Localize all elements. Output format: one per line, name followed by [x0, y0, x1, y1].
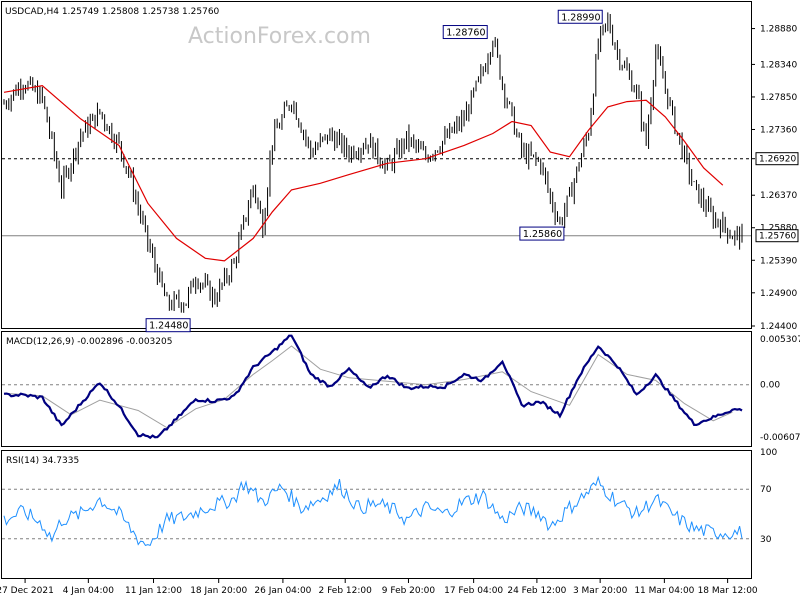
time-tick-label-5: 2 Feb 12:00 — [319, 586, 373, 596]
time-tick-label-8: 24 Feb 12:00 — [507, 586, 566, 596]
time-tick-label-6: 9 Feb 20:00 — [382, 586, 436, 596]
macd-layer — [2, 334, 751, 440]
watermark: ActionForex.com — [188, 24, 371, 49]
callout-box-3 — [145, 318, 191, 333]
price-tick-label-1: 1.28340 — [760, 60, 797, 70]
rsi-tick-label-0: 100 — [760, 448, 777, 458]
moving-average-line — [3, 85, 724, 262]
time-tick-label-3: 18 Jan 20:00 — [190, 586, 247, 596]
callout-label-3: 1.24480 — [149, 321, 188, 332]
macd-tick-label-2: -0.006074 — [760, 433, 800, 443]
callout-label-2: 1.25860 — [523, 229, 562, 240]
macd-main-line — [3, 334, 743, 440]
callout-box-2 — [519, 226, 565, 241]
time-tick-label-4: 26 Jan 04:00 — [254, 586, 311, 596]
price-tick-label-3: 1.27360 — [760, 125, 797, 135]
price-layer: 1.28760 1.28990 1.25860 1.24480 — [2, 9, 751, 333]
callout-box-1 — [557, 9, 603, 24]
time-tick-label-9: 3 Mar 20:00 — [573, 586, 628, 596]
price-tick-label-6: 1.25880 — [760, 224, 797, 234]
macd-tick-label-1: 0.00 — [760, 381, 780, 391]
price-panel-frame — [1, 1, 752, 329]
rsi-tick-label-1: 70 — [760, 485, 772, 495]
level-tag-label-0: 1.26920 — [759, 155, 796, 165]
callout-label-0: 1.28760 — [446, 28, 485, 39]
symbol-header: USDCAD,H4 1.25749 1.25808 1.25738 1.2576… — [5, 7, 220, 17]
macd-signal-line — [3, 345, 733, 429]
price-tick-label-5: 1.26370 — [760, 191, 797, 201]
price-tick-label-9: 1.24400 — [760, 322, 797, 332]
time-tick-label-10: 11 Mar 04:00 — [634, 586, 694, 596]
rsi-panel-frame — [1, 450, 752, 579]
time-tick-label-1: 4 Jan 04:00 — [63, 586, 115, 596]
price-tick-label-7: 1.25390 — [760, 256, 797, 266]
time-tick-label-0: 27 Dec 2021 — [0, 586, 54, 596]
time-tick-label-11: 18 Mar 12:00 — [698, 586, 758, 596]
level-tag-label-1: 1.25760 — [759, 232, 796, 242]
level-tag-box-1 — [755, 229, 799, 243]
price-tick-label-2: 1.27850 — [760, 93, 797, 103]
price-tick-label-8: 1.24900 — [760, 289, 797, 299]
macd-label: MACD(12,26,9) -0.002896 -0.003205 — [6, 337, 172, 347]
price-tick-label-0: 1.28880 — [760, 25, 797, 35]
callout-box-0 — [442, 25, 488, 40]
macd-panel-frame — [1, 331, 752, 447]
rsi-tick-label-2: 30 — [760, 535, 772, 545]
time-tick-label-2: 11 Jan 12:00 — [125, 586, 182, 596]
rsi-layer — [2, 475, 751, 547]
time-tick-label-7: 17 Feb 04:00 — [444, 586, 503, 596]
level-tag-box-0 — [755, 152, 799, 166]
rsi-line — [3, 475, 743, 547]
callout-label-1: 1.28990 — [561, 12, 600, 23]
rsi-label: RSI(14) 34.7335 — [6, 456, 79, 466]
axis-layer: 1.28880 1.28340 1.27850 1.27360 1.26920 1.263… — [0, 25, 800, 596]
macd-tick-label-0: 0.005307 — [760, 335, 800, 345]
